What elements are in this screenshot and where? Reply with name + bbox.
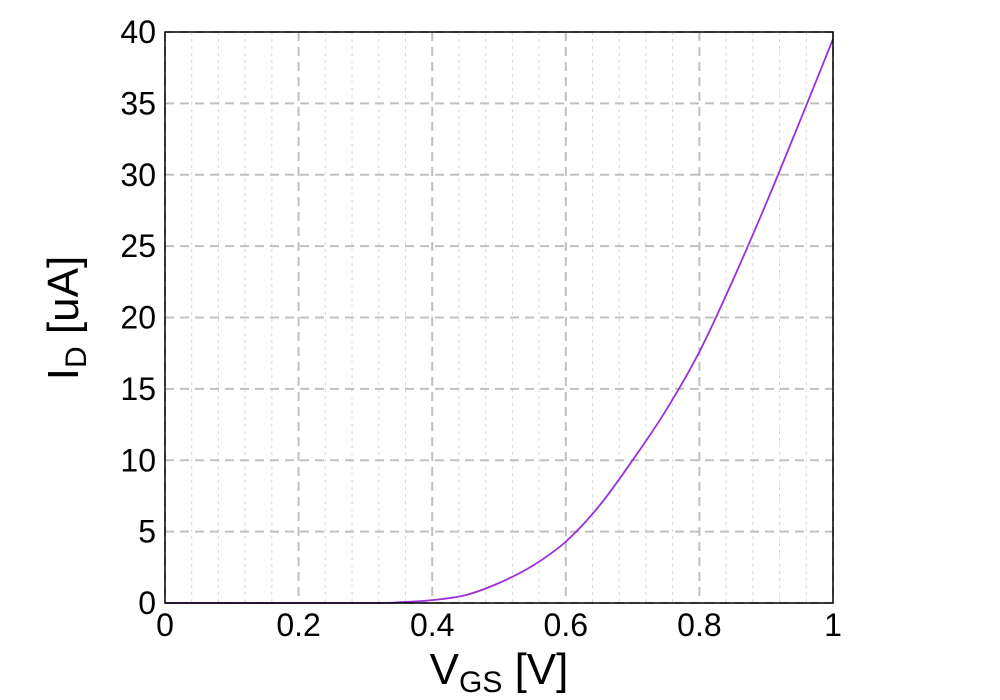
x-tick-label: 0.6 (544, 607, 588, 643)
y-tick-label: 10 (120, 442, 156, 478)
y-tick-label: 35 (120, 85, 156, 121)
x-tick-labels: 0 0.2 0.4 0.6 0.8 1 (156, 607, 842, 643)
x-tick-label: 0 (156, 607, 174, 643)
x-tick-label: 0.2 (276, 607, 320, 643)
x-tick-label: 0.8 (677, 607, 721, 643)
y-tick-label: 40 (120, 14, 156, 50)
y-tick-label: 15 (120, 371, 156, 407)
major-grid (164, 31, 834, 604)
x-tick-label: 0.4 (410, 607, 454, 643)
y-tick-labels: 0 5 10 15 20 25 30 35 40 (120, 14, 156, 621)
x-tick-label: 1 (824, 607, 842, 643)
y-tick-label: 20 (120, 300, 156, 336)
series-line (164, 38, 834, 604)
y-tick-label: 5 (138, 514, 156, 550)
y-tick-label: 30 (120, 157, 156, 193)
y-tick-label: 0 (138, 585, 156, 621)
series-group (164, 38, 834, 604)
x-axis-label: VGS [V] (430, 645, 569, 699)
plot-frame (164, 31, 834, 604)
y-tick-label: 25 (120, 228, 156, 264)
y-axis-label: ID [uA] (39, 256, 93, 380)
